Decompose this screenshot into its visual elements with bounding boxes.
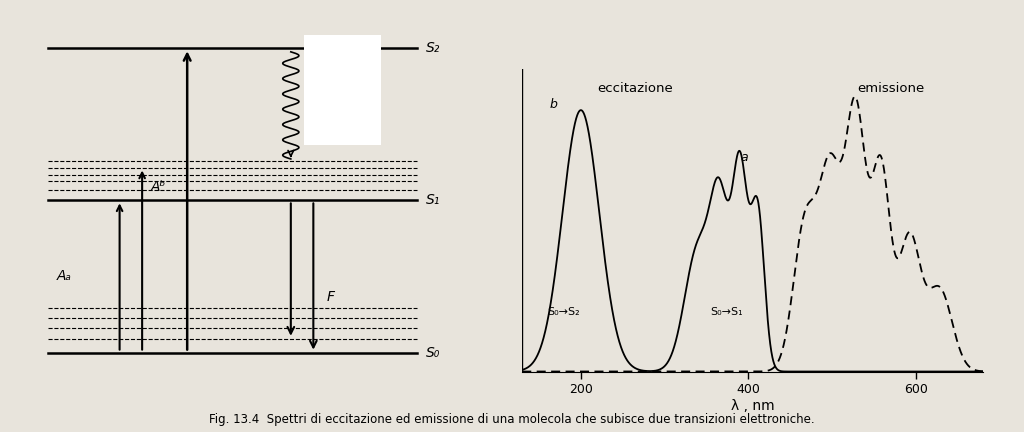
Text: S₀→S₁: S₀→S₁ bbox=[711, 307, 743, 317]
Bar bbox=[304, 28, 381, 145]
Text: S₀→S₂: S₀→S₂ bbox=[548, 307, 580, 317]
Text: Aᵇ: Aᵇ bbox=[152, 180, 167, 194]
Text: S₀: S₀ bbox=[426, 346, 440, 359]
Text: a: a bbox=[740, 151, 748, 165]
Text: S₂: S₂ bbox=[426, 41, 440, 55]
Text: b: b bbox=[550, 98, 558, 111]
Text: emissione: emissione bbox=[857, 82, 925, 95]
Text: S₁: S₁ bbox=[426, 194, 440, 207]
Text: Aₐ: Aₐ bbox=[56, 270, 72, 283]
Text: eccitazione: eccitazione bbox=[598, 82, 674, 95]
Text: F: F bbox=[327, 290, 335, 304]
Text: Fig. 13.4  Spettri di eccitazione ed emissione di una molecola che subisce due t: Fig. 13.4 Spettri di eccitazione ed emis… bbox=[209, 413, 815, 426]
X-axis label: λ , nm: λ , nm bbox=[731, 399, 774, 413]
